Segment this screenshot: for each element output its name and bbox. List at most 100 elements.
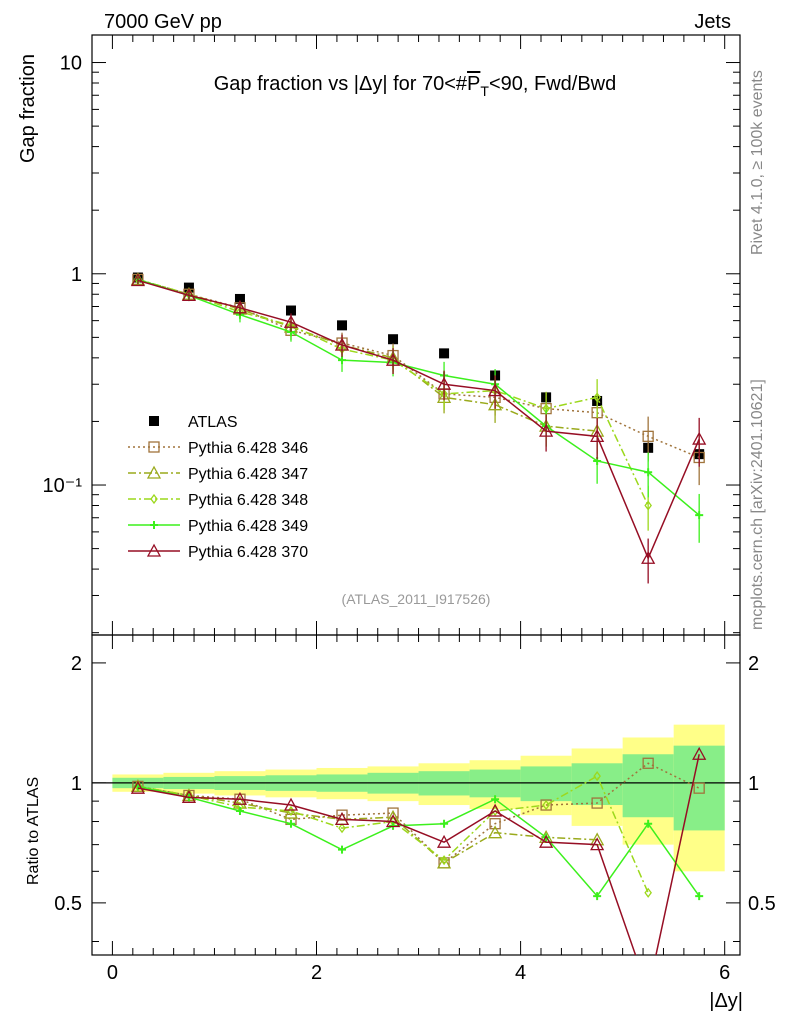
ratio-point (235, 807, 244, 816)
ratio-tick-label-right: 1 (748, 773, 759, 795)
data-point (285, 305, 296, 316)
ratio-point (232, 791, 248, 805)
legend-marker (146, 465, 162, 479)
mc-point (641, 550, 656, 564)
title-prefix: Gap fraction vs |Δy| for 70<# (214, 73, 468, 95)
ratio-series-line (137, 785, 598, 864)
ratio-point (487, 825, 503, 839)
series-pythia-6-428-370 (130, 273, 707, 955)
ratio-point (539, 834, 554, 848)
y-tick-label: 10 (60, 53, 82, 75)
ratio-point (130, 780, 146, 794)
ratio-point (283, 805, 299, 819)
legend-entry: Pythia 6.428 348 (128, 492, 308, 509)
ratio-point (283, 797, 299, 811)
ratio-y-axis-label: Ratio to ATLAS (25, 777, 42, 885)
mc-point (338, 356, 347, 365)
ratio-point (489, 818, 501, 830)
ratio-band-inner (622, 754, 674, 818)
ratio-point (491, 795, 500, 804)
legend-label: Pythia 6.428 348 (188, 492, 308, 509)
ratio-point (338, 823, 346, 834)
mc-point (539, 423, 554, 437)
ratio-point (338, 845, 347, 854)
legend: ATLAS Pythia 6.428 346 Pythia 6.428 347 Pyt… (128, 414, 308, 561)
ratio-series-line (137, 785, 700, 898)
ratio-band-inner (673, 745, 725, 831)
title-pt: P (467, 73, 480, 95)
legend-label: Pythia 6.428 347 (188, 466, 308, 483)
ratio-point (591, 797, 603, 809)
ratio-point (336, 809, 348, 821)
legend-label: Pythia 6.428 346 (188, 440, 308, 457)
ratio-point (642, 757, 654, 769)
ratio-tick-label-right: 2 (748, 653, 759, 675)
legend-label: ATLAS (188, 414, 238, 431)
ratio-point (436, 834, 452, 848)
x-tick-label: 0 (107, 962, 118, 984)
x-axis-label: |Δy| (709, 990, 743, 1012)
mc-point (487, 397, 503, 411)
series-line (137, 278, 700, 516)
y-axis-label: Gap fraction (17, 54, 39, 163)
x-tick-label: 6 (719, 962, 730, 984)
legend-label: Pythia 6.428 370 (188, 544, 308, 561)
series-line (137, 279, 700, 561)
legend-entry: Pythia 6.428 346 (128, 440, 308, 457)
ratio-tick-label-right: 0.5 (748, 893, 776, 915)
mc-point (642, 430, 654, 442)
ratio-band-inner (520, 766, 572, 802)
legend-marker (149, 416, 159, 426)
ratio-band-inner (571, 763, 623, 806)
title-suffix: <90, Fwd/Bwd (489, 73, 616, 95)
ratio-point (286, 819, 295, 828)
mc-point (283, 314, 299, 328)
mc-point (593, 392, 601, 403)
ratio-point (385, 814, 401, 828)
title-pt-sub: T (480, 83, 489, 99)
chart-title: Gap fraction vs |Δy| for 70<#PT<90, Fwd/… (214, 73, 617, 99)
series-layer (130, 272, 707, 955)
watermark: (ATLAS_2011_I917526) (342, 591, 491, 607)
header-left: 7000 GeV pp (104, 11, 222, 33)
ratio-tick-label: 1 (71, 773, 82, 795)
ratio-point (436, 855, 452, 869)
mc-point (692, 431, 707, 445)
legend-entry: Pythia 6.428 349 (128, 518, 308, 535)
ratio-point (334, 812, 350, 826)
ratio-frame (91, 634, 741, 956)
mc-point (644, 468, 653, 477)
ratio-tick-label: 2 (71, 653, 82, 675)
mc-point (487, 383, 503, 397)
legend-marker (146, 543, 162, 557)
mc-point (334, 337, 350, 351)
ratio-point (593, 771, 601, 782)
ratio-point (593, 892, 602, 901)
legend-entry: ATLAS (149, 414, 238, 431)
mcplots-label: mcplots.cern.ch [arXiv:2401.10621] (749, 379, 766, 630)
ratio-tick-label: 0.5 (54, 893, 82, 915)
ratio-point (181, 789, 197, 803)
legend-entry: Pythia 6.428 347 (128, 465, 308, 483)
data-point (388, 334, 399, 345)
ratio-point (487, 803, 503, 817)
y-tick-label: 10⁻¹ (43, 475, 83, 497)
mc-point (181, 288, 197, 302)
mc-point (644, 500, 652, 511)
mc-point (436, 376, 452, 390)
data-point (439, 348, 450, 359)
plot-frames (91, 34, 741, 956)
series-atlas (132, 272, 705, 462)
legend-entry: Pythia 6.428 370 (128, 543, 308, 561)
legend-label: Pythia 6.428 349 (188, 518, 308, 535)
x-tick-label: 2 (311, 962, 322, 984)
ratio-point (693, 782, 705, 794)
ratio-series-line (137, 754, 700, 955)
data-point (337, 320, 348, 331)
legend-marker (148, 441, 160, 453)
ratio-point (440, 855, 448, 866)
ratio-point (542, 799, 550, 811)
ratio-point (644, 819, 653, 828)
ratio-point (695, 892, 704, 901)
